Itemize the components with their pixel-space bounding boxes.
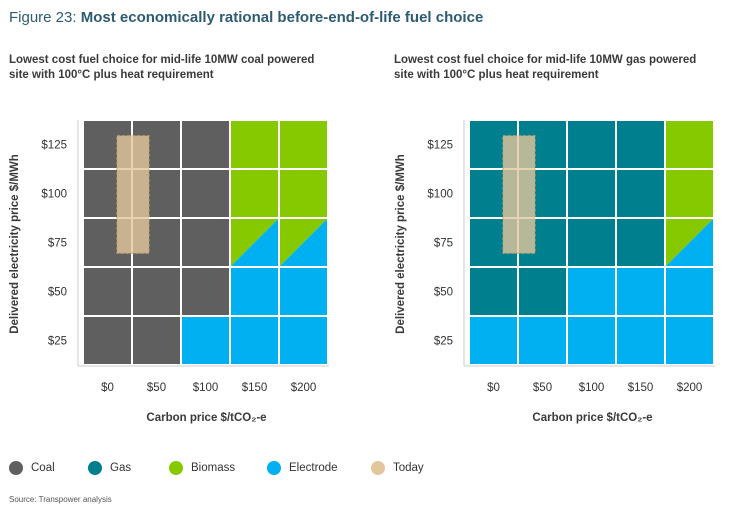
y-axis-label: Delivered electricity price $/MWh: [395, 154, 407, 334]
subtitle-line: Lowest cost fuel choice for mid-life 10M…: [9, 54, 315, 66]
subtitle-line: site with 100°C plus heat requirement: [394, 69, 599, 81]
legend-swatch: [169, 461, 183, 475]
source-note: Source: Transpower analysis: [9, 495, 112, 504]
x-tick-label: $100: [579, 382, 605, 394]
figure-title: Figure 23: Most economically rational be…: [9, 9, 483, 26]
grid-cell: [84, 317, 131, 364]
y-tick-label: $50: [434, 287, 453, 299]
x-tick-label: $150: [628, 382, 654, 394]
legend-label: Coal: [31, 462, 55, 474]
legend-label: Electrode: [289, 462, 338, 474]
today-marker: [502, 135, 536, 254]
grid-cell: [133, 268, 180, 315]
y-axis-label: Delivered electricity price $/MWh: [9, 154, 21, 334]
y-tick-label: $125: [427, 140, 453, 152]
x-tick-label: $0: [487, 382, 500, 394]
legend-item-electrode: Electrode: [267, 459, 338, 477]
grid-cell: [666, 170, 713, 217]
legend-swatch: [9, 461, 23, 475]
grid-cell: [617, 219, 664, 266]
legend-label: Gas: [110, 462, 132, 474]
x-tick-label: $50: [147, 382, 166, 394]
grid-cell: [666, 268, 713, 315]
grid-cell: [568, 268, 615, 315]
grid-cell: [617, 170, 664, 217]
subtitle-line: site with 100°C plus heat requirement: [9, 69, 214, 81]
y-tick-label: $25: [434, 336, 453, 348]
x-tick-label: $100: [193, 382, 219, 394]
grid-cell: [231, 121, 278, 168]
figure-heading: Most economically rational before-end-of…: [80, 9, 484, 26]
grid-cell: [470, 268, 517, 315]
legend-item-today: Today: [371, 459, 424, 477]
grid-cell: [280, 219, 327, 266]
x-tick-label: $150: [242, 382, 268, 394]
grid-cell: [182, 268, 229, 315]
grid-cell: [84, 268, 131, 315]
x-tick-label: $50: [533, 382, 552, 394]
grid-cell: [666, 219, 713, 266]
legend-label: Today: [393, 462, 424, 474]
grid-cell: [617, 317, 664, 364]
y-tick-label: $75: [434, 238, 453, 250]
grid-cell: [182, 121, 229, 168]
x-axis-label: Carbon price $/tCO₂-e: [532, 412, 652, 424]
grid-cell: [280, 170, 327, 217]
legend-label: Biomass: [191, 462, 236, 474]
y-tick-label: $75: [48, 238, 67, 250]
grid-cell: [182, 317, 229, 364]
grid-cell: [568, 317, 615, 364]
grid-cell: [182, 219, 229, 266]
legend-swatch: [371, 461, 385, 475]
grid-cell: [231, 317, 278, 364]
grid-cell: [568, 219, 615, 266]
grid-cell: [231, 268, 278, 315]
legend-item-coal: Coal: [9, 459, 55, 477]
x-tick-label: $200: [677, 382, 703, 394]
grid-cell: [568, 121, 615, 168]
x-axis-label: Carbon price $/tCO₂-e: [146, 412, 266, 424]
today-marker: [116, 135, 150, 254]
chart-subtitle-coal: Lowest cost fuel choice for mid-life 10M…: [9, 53, 329, 83]
grid-cell: [280, 268, 327, 315]
grid-cell: [568, 170, 615, 217]
y-tick-label: $125: [41, 140, 67, 152]
grid-cell: [617, 268, 664, 315]
grid-cell: [133, 317, 180, 364]
grid-cell: [470, 317, 517, 364]
legend-item-gas: Gas: [88, 459, 131, 477]
grid-cell: [519, 317, 566, 364]
legend-item-biomass: Biomass: [169, 459, 235, 477]
y-tick-label: $50: [48, 287, 67, 299]
x-tick-label: $200: [291, 382, 317, 394]
y-tick-label: $100: [41, 189, 67, 201]
legend-swatch: [88, 461, 102, 475]
y-tick-label: $100: [427, 189, 453, 201]
grid-cell: [617, 121, 664, 168]
grid-cell: [280, 317, 327, 364]
grid-cell: [519, 268, 566, 315]
grid-cell: [280, 121, 327, 168]
y-tick-label: $25: [48, 336, 67, 348]
legend-swatch: [267, 461, 281, 475]
chart-subtitle-gas: Lowest cost fuel choice for mid-life 10M…: [394, 53, 714, 83]
figure-number: Figure 23:: [9, 9, 81, 26]
grid-cell: [182, 170, 229, 217]
grid-cell: [231, 219, 278, 266]
subtitle-line: Lowest cost fuel choice for mid-life 10M…: [394, 54, 697, 66]
grid-cell: [666, 121, 713, 168]
grid-cell: [666, 317, 713, 364]
grid-cell: [231, 170, 278, 217]
x-tick-label: $0: [101, 382, 114, 394]
